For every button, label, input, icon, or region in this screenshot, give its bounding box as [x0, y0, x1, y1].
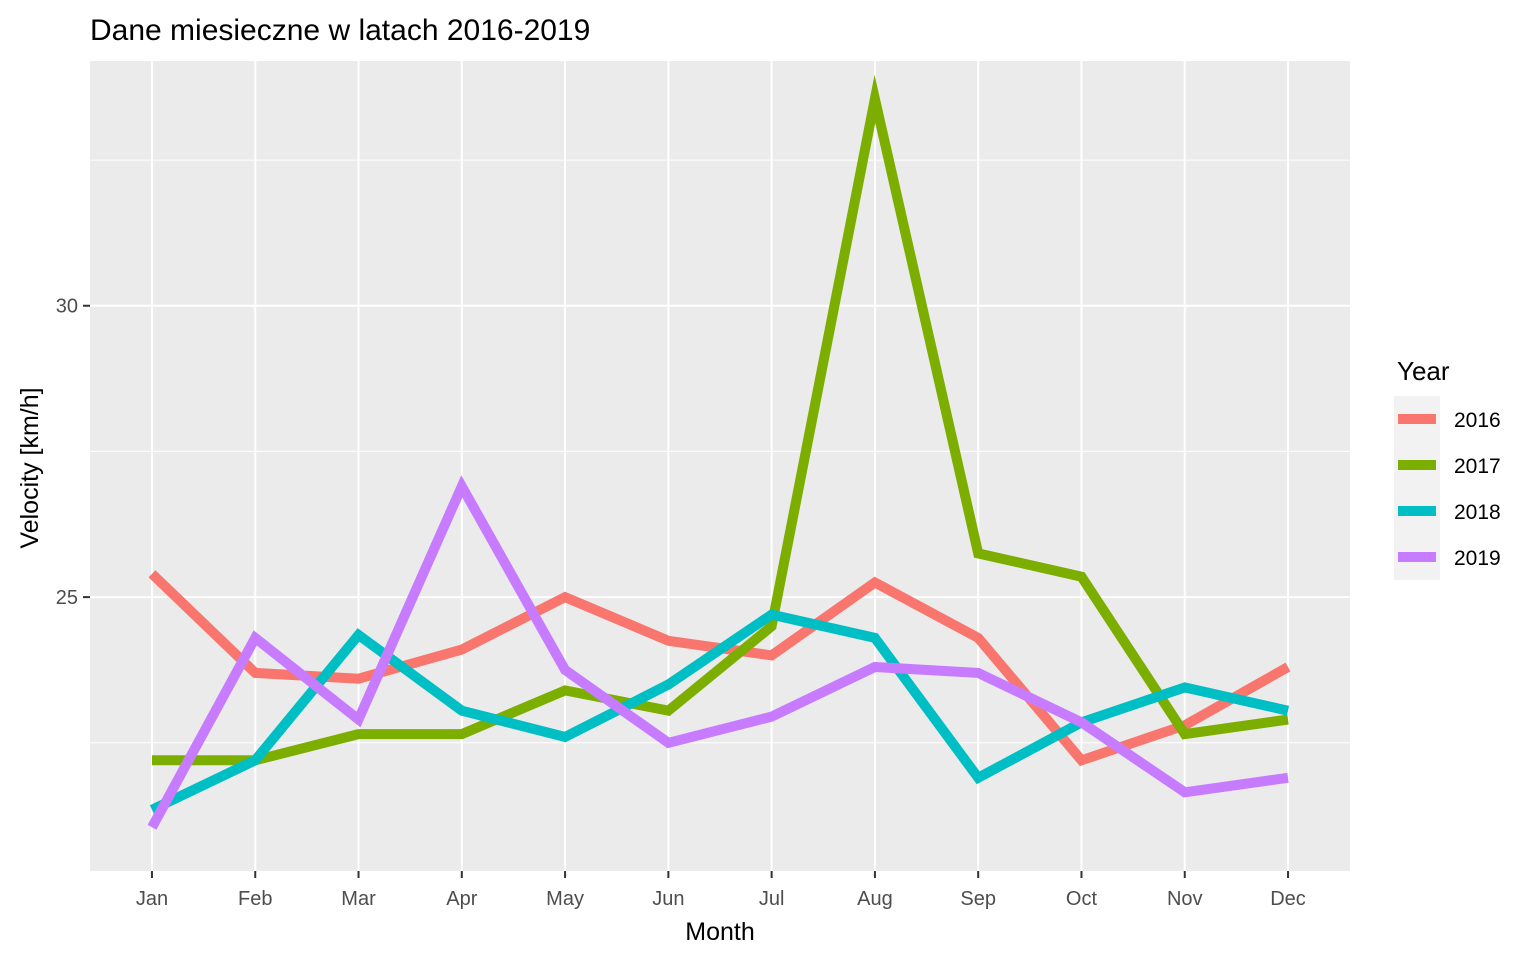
- x-tick-label: May: [546, 888, 584, 910]
- x-tick-label: Dec: [1270, 888, 1306, 910]
- y-tick-label: 25: [56, 587, 78, 609]
- series-line-2019: [147, 475, 1289, 830]
- legend-title: Year: [1397, 356, 1450, 386]
- x-axis-title: Month: [685, 918, 754, 946]
- x-tick-label: Feb: [238, 888, 272, 910]
- x-tick-label: Mar: [341, 888, 376, 910]
- x-tick-label: Sep: [960, 888, 996, 910]
- legend-label: 2019: [1454, 547, 1501, 570]
- x-tick-label: Jul: [759, 888, 785, 910]
- y-tick-label: 30: [56, 296, 78, 318]
- series-lines: [147, 74, 1291, 830]
- x-tick-label: Jun: [652, 888, 684, 910]
- legend-label: 2016: [1454, 409, 1501, 432]
- axes: 25 30 Jan Feb Mar Apr May Jun Jul Aug Sep Oct Nov Dec: [56, 296, 1306, 910]
- chart-title: Dane miesieczne w latach 2016-2019: [90, 14, 590, 47]
- x-tick-label: Apr: [446, 888, 477, 910]
- series-line-2018: [149, 609, 1290, 815]
- y-axis-title: Velocity [km/h]: [16, 387, 44, 548]
- series-line-2017: [152, 74, 1289, 766]
- x-tick-label: Nov: [1167, 888, 1203, 910]
- legend-label: 2018: [1454, 501, 1501, 524]
- x-tick-label: Jan: [136, 888, 168, 910]
- x-tick-label: Oct: [1066, 888, 1098, 910]
- x-tick-label: Aug: [857, 888, 893, 910]
- legend-label: 2017: [1454, 455, 1501, 478]
- legend: Year 2016 2017 2018 2019: [1394, 356, 1501, 580]
